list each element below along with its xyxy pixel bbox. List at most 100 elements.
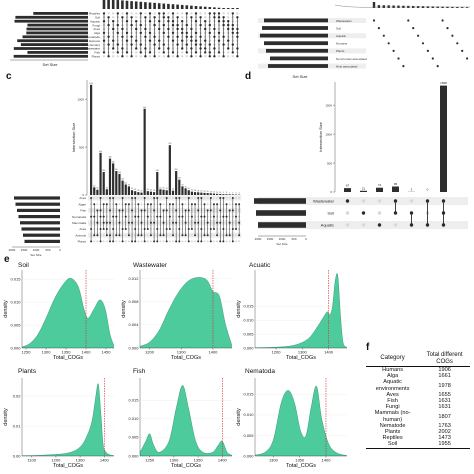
row-label-c: Fish	[80, 209, 86, 213]
matrix-dot-b	[441, 19, 444, 22]
set-size-bar-b	[260, 33, 328, 38]
density-area	[140, 277, 232, 348]
matrix-dot-a	[185, 55, 188, 58]
matrix-dot-c	[146, 234, 149, 237]
intersection-bar-c	[130, 190, 134, 195]
set-size-bar-c	[23, 233, 60, 237]
density-curve	[254, 273, 348, 348]
bar-value-label-c: 30	[194, 190, 196, 192]
intersection-bar-a	[153, 2, 156, 9]
panel-letter-d: d	[245, 71, 252, 82]
density-panel: 1100 1200 1300 1400 0.00 0.01 0.02 Total_COGs de…	[3, 378, 115, 469]
intersection-bar-c	[225, 194, 228, 195]
row-label-a: Aves	[93, 27, 100, 31]
matrix-dot-a	[217, 55, 221, 58]
bar-value-label-c: 4	[239, 193, 240, 195]
intersection-bar-a	[194, 6, 198, 9]
matrix-dot-c	[96, 197, 99, 199]
matrix-dot-c	[238, 197, 241, 199]
x-tick-label: 1200	[145, 350, 155, 355]
y-tick-label: 0.005	[10, 322, 21, 327]
intersection-bar-a	[199, 6, 202, 9]
matrix-dot-a	[236, 12, 239, 15]
y-tick-label: 0.01	[13, 423, 22, 428]
intersection-bar-c	[108, 158, 112, 195]
matrix-dot-c	[184, 203, 187, 206]
intersection-bar-a	[121, 0, 124, 10]
x-tick-label: 1300	[76, 458, 86, 463]
matrix-dot-a	[204, 55, 207, 58]
bar-value-label-c: 55	[163, 188, 165, 190]
matrix-dot-a	[181, 12, 184, 15]
row-label-d: Aquatic	[321, 223, 334, 228]
intersection-bar-c	[112, 163, 115, 195]
density-curve	[139, 277, 233, 347]
x-tick-label: 1400	[82, 350, 92, 355]
density-area	[22, 383, 114, 456]
bar-value-label-c: 50	[188, 188, 190, 190]
matrix-dot-b	[392, 49, 395, 53]
matrix-dot-a	[102, 55, 106, 58]
bar-value-label-c: 240	[156, 170, 159, 172]
set-size-bar-b	[268, 64, 328, 68]
intersection-bar-d	[440, 85, 447, 192]
table-row: Plants 2002	[366, 429, 470, 435]
x-tick-label: 1350	[194, 458, 204, 463]
table-cell-category: Nematode	[379, 422, 406, 429]
row-label-d: Soil	[327, 211, 334, 216]
table-row: Aves 1655	[366, 392, 470, 398]
set-size-tick-d: 1500	[267, 237, 274, 241]
y-tick-label: 0.00	[13, 453, 22, 458]
intersection-bar-c	[159, 189, 162, 195]
intersection-bar-b	[382, 5, 385, 8]
bar-value-label-c: 160	[178, 178, 181, 180]
matrix-dot-c	[168, 234, 171, 237]
matrix-dot-a	[148, 55, 152, 58]
set-size-bar-a	[27, 23, 89, 27]
row-label-c: Mammalia	[72, 221, 86, 225]
x-tick-label: 1400	[322, 458, 332, 463]
matrix-dot-c	[168, 240, 171, 243]
intersection-bar-c	[96, 189, 99, 195]
matrix-dot-d	[377, 199, 382, 203]
set-size-bar-a	[15, 15, 89, 19]
intersection-bar-a	[226, 8, 230, 9]
row-label-a: Wastewater	[84, 47, 100, 51]
intersection-bar-c	[137, 192, 140, 195]
matrix-dot-c	[159, 240, 162, 243]
matrix-dot-d	[409, 199, 414, 203]
bar-value-label-c: 240	[102, 170, 105, 172]
density-plots: 1250 1300 1350 1400 1450 0.000 0.005 0.010 0.015…	[3, 270, 348, 469]
intersection-bar-a	[222, 8, 225, 9]
bar-value-label-c: 6	[232, 192, 233, 194]
intersection-bar-d	[360, 190, 367, 192]
bar-value-label-c: 1150	[89, 83, 93, 85]
matrix-dot-a	[135, 55, 138, 58]
y-tick-label: 0.02	[13, 393, 22, 398]
matrix-dot-c	[140, 240, 143, 243]
cog-table: Category Total different COGs Humans 1906…	[366, 352, 470, 449]
matrix-dot-d	[361, 211, 366, 215]
stripe-c	[88, 226, 242, 232]
y-tick-label: 0.010	[10, 299, 21, 304]
density-curve	[21, 278, 115, 348]
set-size-label-b: Set Size	[293, 74, 309, 79]
x-tick-label: 1350	[62, 350, 72, 355]
intersection-bar-c	[118, 173, 121, 195]
intersection-bar-a	[139, 1, 143, 9]
bar-value-label-c: 220	[118, 172, 121, 174]
density-area	[140, 385, 232, 456]
table-cell-category: Aquatic environments	[375, 379, 410, 392]
matrix-dot-a	[153, 12, 156, 15]
stripe-c	[88, 214, 242, 220]
table-cell-total: 1661	[438, 373, 451, 380]
bar-value-label-c: 28	[197, 190, 199, 192]
matrix-dot-d	[345, 199, 350, 203]
density-title-plants: Plants	[18, 368, 37, 375]
y-tick-label-c: 1000	[77, 97, 84, 101]
intersection-bar-c	[228, 194, 231, 195]
intersection-bar-b	[377, 5, 381, 8]
x-tick-label: 1300	[298, 350, 308, 355]
intersection-bar-a	[176, 4, 179, 9]
intersection-bar-a	[213, 7, 216, 9]
